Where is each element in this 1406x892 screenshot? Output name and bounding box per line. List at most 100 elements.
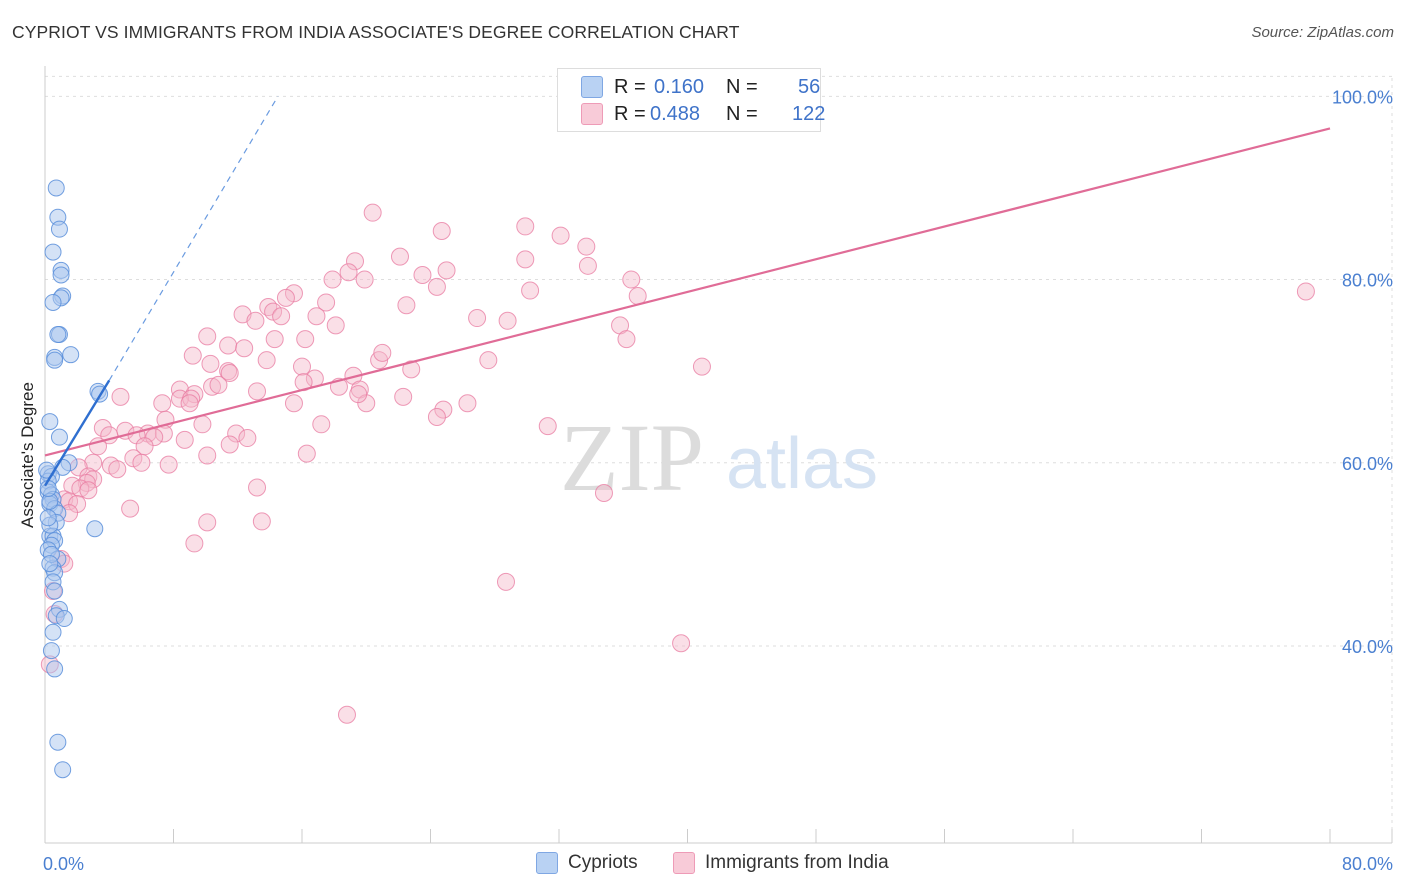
data-point-immigrants-from-india — [111, 387, 130, 406]
data-point-immigrants-from-india — [121, 499, 140, 518]
data-point-immigrants-from-india — [479, 351, 498, 370]
data-point-immigrants-from-india — [219, 336, 238, 355]
data-point-cypriots — [86, 520, 104, 538]
data-point-immigrants-from-india — [246, 311, 265, 330]
data-point-immigrants-from-india — [312, 415, 331, 434]
data-point-immigrants-from-india — [516, 250, 535, 269]
data-point-immigrants-from-india — [521, 281, 540, 300]
data-point-immigrants-from-india — [468, 309, 487, 328]
data-point-immigrants-from-india — [220, 364, 239, 383]
data-point-immigrants-from-india — [355, 270, 374, 289]
r-value: 0.160 — [654, 75, 705, 98]
data-point-cypriots — [39, 509, 57, 527]
data-point-immigrants-from-india — [159, 455, 178, 474]
data-point-immigrants-from-india — [238, 429, 257, 448]
series-cypriots — [38, 179, 109, 779]
data-point-immigrants-from-india — [594, 484, 613, 503]
data-point-immigrants-from-india — [516, 217, 535, 236]
data-point-cypriots — [41, 555, 59, 573]
data-point-cypriots — [50, 428, 68, 446]
tick-labels: 100.0% 80.0% 60.0% 40.0% 0.0% 80.0% — [43, 87, 1393, 874]
source-label: Source: ZipAtlas.com — [1251, 24, 1394, 41]
data-point-immigrants-from-india — [265, 330, 284, 349]
data-point-immigrants-from-india — [373, 343, 392, 362]
data-point-immigrants-from-india — [413, 265, 432, 284]
data-point-immigrants-from-india — [617, 330, 636, 349]
y-tick-label: 60.0% — [1342, 454, 1393, 474]
y-axis-label: Associate's Degree — [18, 382, 37, 528]
data-point-immigrants-from-india — [153, 394, 172, 413]
trend-line-cypriots-extension — [108, 96, 279, 381]
data-point-immigrants-from-india — [183, 346, 202, 365]
legend-swatch-india — [673, 852, 695, 874]
data-point-immigrants-from-india — [198, 327, 217, 346]
data-point-immigrants-from-india — [349, 385, 368, 404]
data-point-immigrants-from-india — [203, 377, 222, 396]
data-point-immigrants-from-india — [577, 237, 596, 256]
data-point-cypriots — [46, 351, 64, 369]
data-point-immigrants-from-india — [248, 382, 267, 401]
n-label: N = — [726, 102, 758, 125]
x-tick-label: 0.0% — [43, 854, 84, 874]
gridlines — [45, 75, 1393, 843]
data-point-immigrants-from-india — [227, 424, 246, 443]
data-point-immigrants-from-india — [337, 705, 356, 724]
data-point-immigrants-from-india — [363, 203, 382, 222]
data-point-immigrants-from-india — [434, 400, 453, 419]
data-point-immigrants-from-india — [198, 513, 217, 532]
legend-swatch-cypriots — [536, 852, 558, 874]
data-point-cypriots — [44, 623, 62, 641]
data-point-immigrants-from-india — [220, 435, 239, 454]
legend-label-india: Immigrants from India — [705, 852, 889, 873]
data-point-immigrants-from-india — [394, 387, 413, 406]
data-point-immigrants-from-india — [193, 415, 212, 434]
data-point-cypriots — [44, 293, 62, 311]
data-point-immigrants-from-india — [1296, 282, 1315, 301]
watermark: ZIP atlas — [560, 404, 878, 511]
chart-title: CYPRIOT VS IMMIGRANTS FROM INDIA ASSOCIA… — [12, 22, 740, 42]
data-point-immigrants-from-india — [496, 572, 515, 591]
axes — [44, 66, 1393, 844]
watermark-atlas: atlas — [726, 424, 878, 504]
data-point-immigrants-from-india — [185, 534, 204, 553]
data-point-immigrants-from-india — [339, 263, 358, 282]
series-immigrants-from-india — [40, 203, 1315, 724]
data-point-immigrants-from-india — [284, 394, 303, 413]
data-point-immigrants-from-india — [132, 453, 151, 472]
data-point-immigrants-from-india — [293, 357, 311, 376]
data-point-immigrants-from-india — [175, 430, 194, 449]
data-point-cypriots — [44, 243, 62, 261]
data-point-immigrants-from-india — [402, 360, 421, 379]
legend-label-cypriots: Cypriots — [568, 852, 638, 873]
data-point-cypriots — [50, 220, 68, 238]
data-point-immigrants-from-india — [551, 226, 570, 245]
y-tick-label: 40.0% — [1342, 637, 1393, 657]
x-tick-label: 80.0% — [1342, 854, 1393, 874]
data-point-immigrants-from-india — [252, 512, 271, 531]
data-point-immigrants-from-india — [296, 330, 315, 349]
legend-swatch-cypriots — [581, 76, 603, 98]
data-point-cypriots — [39, 479, 57, 497]
stats-legend: R = 0.160 N = 56 R = 0.488 N = 122 — [557, 68, 825, 132]
data-point-immigrants-from-india — [276, 288, 295, 307]
data-point-immigrants-from-india — [201, 354, 220, 373]
data-point-cypriots — [49, 326, 67, 344]
data-point-immigrants-from-india — [209, 375, 228, 394]
data-point-immigrants-from-india — [180, 394, 199, 413]
data-point-immigrants-from-india — [323, 270, 342, 289]
data-point-immigrants-from-india — [498, 311, 517, 330]
data-point-immigrants-from-india — [93, 418, 112, 437]
y-tick-label: 80.0% — [1342, 271, 1393, 291]
data-point-cypriots — [49, 733, 67, 751]
data-point-immigrants-from-india — [248, 478, 267, 497]
data-point-immigrants-from-india — [198, 446, 217, 465]
watermark-zip: ZIP — [560, 404, 704, 511]
data-point-immigrants-from-india — [84, 453, 103, 472]
data-point-immigrants-from-india — [692, 357, 711, 376]
data-point-immigrants-from-india — [346, 252, 365, 271]
data-point-cypriots — [47, 179, 65, 197]
trend-lines — [43, 96, 1331, 487]
n-label: N = — [726, 75, 758, 98]
y-tick-label: 100.0% — [1332, 87, 1393, 107]
